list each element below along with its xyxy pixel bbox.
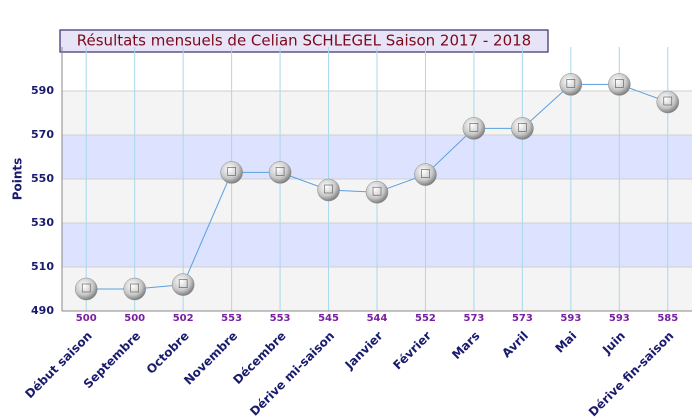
- value-label: 545: [318, 313, 339, 324]
- value-label: 573: [512, 313, 533, 324]
- value-label: 553: [270, 313, 291, 324]
- x-tick-label: Début saison: [22, 329, 94, 401]
- value-label: 593: [609, 313, 630, 324]
- value-label: 553: [221, 313, 242, 324]
- x-tick-label: Octobre: [144, 329, 192, 377]
- y-tick-label: 530: [31, 216, 54, 229]
- value-label: 573: [463, 313, 484, 324]
- marker: [123, 277, 146, 301]
- x-tick-label: Mars: [449, 329, 482, 362]
- value-label: 500: [124, 313, 145, 324]
- marker-icon: [663, 96, 673, 106]
- marker: [656, 90, 680, 114]
- marker: [365, 180, 389, 204]
- marker-icon: [566, 79, 576, 88]
- marker-icon: [615, 79, 624, 88]
- marker-icon: [178, 279, 188, 288]
- x-tick-label: Janvier: [342, 329, 386, 373]
- x-tick-label: Mai: [552, 329, 579, 356]
- x-tick-label: Juin: [599, 329, 628, 358]
- marker: [317, 178, 340, 202]
- marker-icon: [324, 184, 333, 194]
- marker-icon: [275, 167, 285, 176]
- marker-icon: [227, 167, 236, 176]
- x-tick-label: Février: [390, 329, 434, 373]
- value-label: 502: [173, 313, 194, 324]
- marker: [171, 273, 195, 296]
- y-tick-label: 550: [31, 172, 54, 185]
- value-label: 593: [560, 313, 581, 324]
- chart-title: Résultats mensuels de Celian SCHLEGEL Sa…: [77, 32, 531, 50]
- marker-icon: [469, 123, 479, 132]
- marker: [608, 73, 631, 96]
- x-tick-label: Avril: [499, 329, 531, 361]
- x-tick-label: Dérive mi-saison: [247, 329, 337, 419]
- value-label: 585: [657, 313, 678, 324]
- marker-icon: [81, 283, 91, 293]
- marker: [511, 117, 534, 140]
- y-tick-label: 570: [31, 128, 54, 141]
- value-label: 544: [367, 313, 388, 324]
- marker: [220, 161, 243, 184]
- marker: [462, 117, 486, 140]
- y-tick-label: 510: [31, 260, 54, 273]
- value-label: 500: [76, 313, 97, 324]
- marker-icon: [372, 186, 382, 196]
- y-axis-label: Points: [11, 158, 25, 201]
- marker: [414, 163, 437, 186]
- marker: [74, 277, 98, 301]
- marker-icon: [518, 123, 527, 132]
- marker-icon: [130, 283, 139, 293]
- y-tick-label: 490: [31, 304, 54, 317]
- title-box: [59, 29, 549, 53]
- marker: [559, 73, 583, 96]
- y-tick-label: 590: [31, 84, 54, 97]
- marker: [268, 161, 292, 184]
- value-label: 552: [415, 313, 436, 324]
- x-tick-label: Dérive fin-saison: [586, 329, 676, 419]
- marker-icon: [421, 169, 430, 178]
